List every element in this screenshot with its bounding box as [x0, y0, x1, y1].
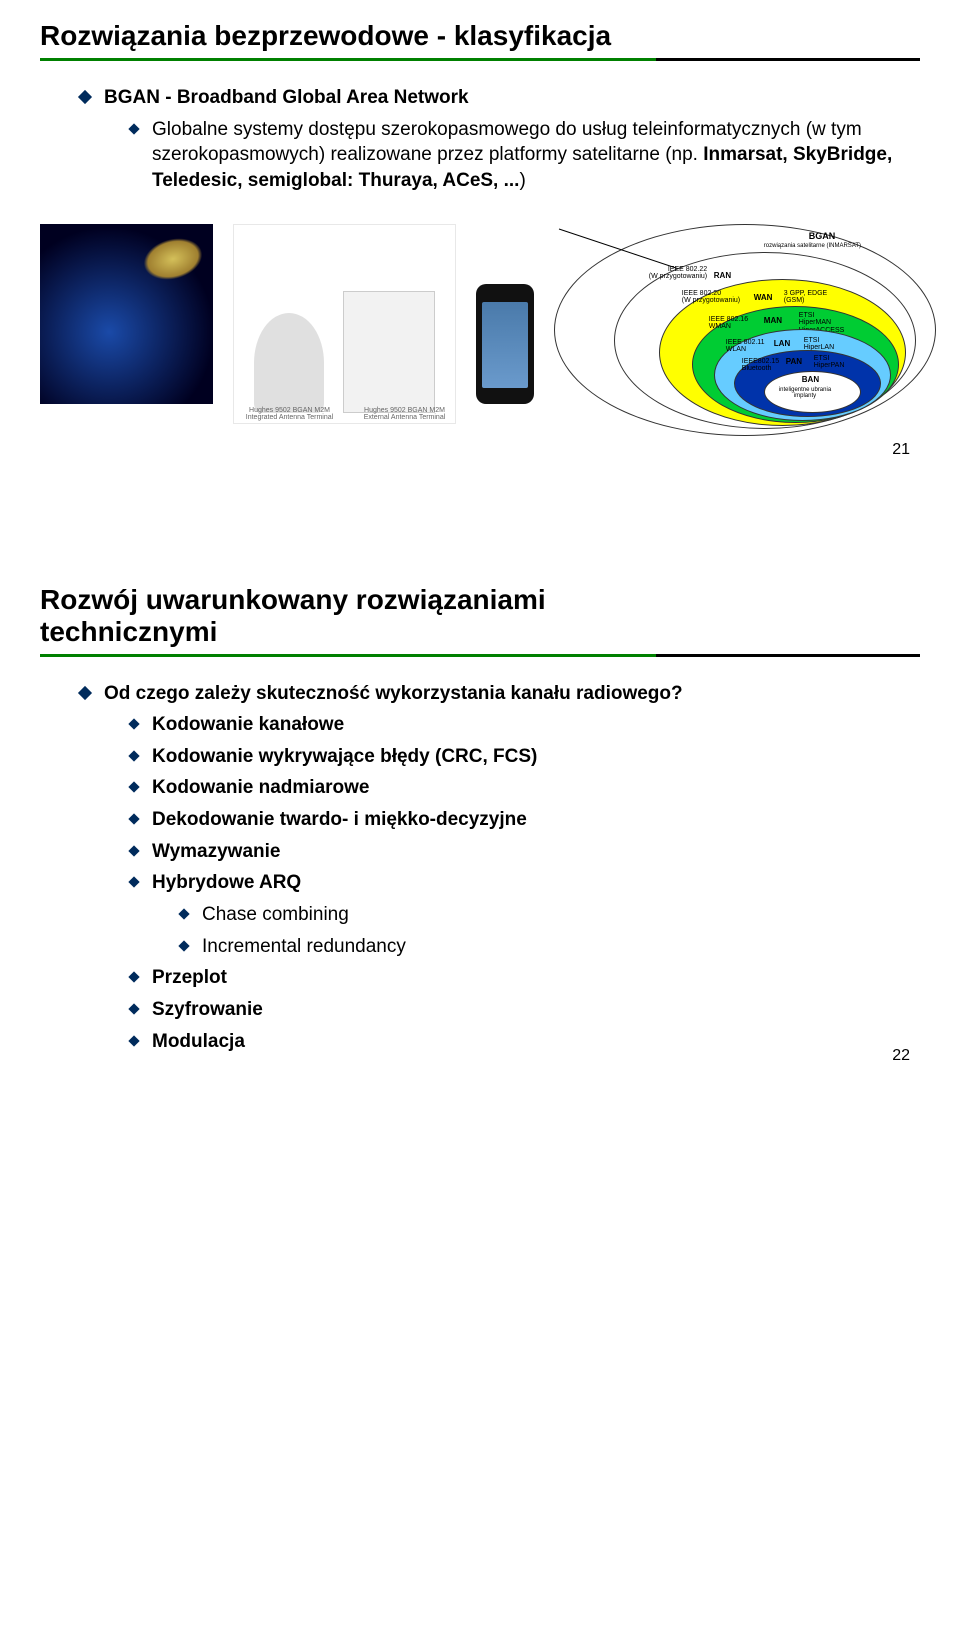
label-wan-l: IEEE 802.20(W przygotowaniu) — [682, 290, 740, 305]
label-ban-sub: inteligentne ubraniaimplanty — [779, 387, 831, 400]
diamond-icon — [128, 782, 139, 793]
label-ran-l: IEEE 802.22(W przygotowaniu) — [649, 266, 707, 281]
diamond-icon — [78, 685, 92, 699]
diamond-icon — [128, 845, 139, 856]
label-wan: WAN — [754, 294, 773, 303]
diamond-icon — [128, 123, 139, 134]
bullet-text: Modulacja — [152, 1029, 245, 1055]
bgan-text: BGAN - Broadband Global Area Network — [104, 85, 469, 111]
slide1-title: Rozwiązania bezprzewodowe - klasyfikacja — [40, 20, 920, 52]
terminal-product-image: Hughes 9502 BGAN M2MIntegrated Antenna T… — [233, 224, 455, 424]
slide-2: Rozwój uwarunkowany rozwiązaniami techni… — [20, 564, 940, 1071]
title-rule — [40, 58, 920, 61]
bullet-question: Od czego zależy skuteczność wykorzystani… — [80, 681, 920, 707]
dish-antenna — [254, 313, 324, 413]
bullet-text: Incremental redundancy — [202, 934, 406, 960]
bullet-text: Przeplot — [152, 965, 227, 991]
bullet-bgan: BGAN - Broadband Global Area Network — [80, 85, 920, 111]
bullet-item: Wymazywanie — [130, 839, 920, 865]
bullet-text: Kodowanie nadmiarowe — [152, 775, 369, 801]
image-row: Hughes 9502 BGAN M2MIntegrated Antenna T… — [40, 224, 920, 454]
diamond-icon — [128, 972, 139, 983]
bullet-item: Kodowanie kanałowe — [130, 712, 920, 738]
bullet-text: Szyfrowanie — [152, 997, 263, 1023]
title-rule — [40, 654, 920, 657]
bullet-text: Wymazywanie — [152, 839, 280, 865]
label-lan-l: IEEE 802.11WLAN — [726, 339, 765, 354]
bgan-desc: Globalne systemy dostępu szerokopasmoweg… — [152, 117, 920, 194]
label-pan-l: IEEE802.15Bluetooth — [742, 358, 779, 373]
label-ban: BAN — [802, 376, 819, 385]
bullet-item: Szyfrowanie — [130, 997, 920, 1023]
bullet-item: Hybrydowe ARQ — [130, 870, 920, 896]
slide-number: 22 — [892, 1047, 910, 1065]
slide2-title: Rozwój uwarunkowany rozwiązaniami techni… — [40, 584, 920, 648]
diamond-icon — [178, 940, 189, 951]
bullet-desc: Globalne systemy dostępu szerokopasmoweg… — [130, 117, 920, 194]
bullet-item: Kodowanie wykrywające błędy (CRC, FCS) — [130, 744, 920, 770]
diamond-icon — [128, 877, 139, 888]
bullet-text: Chase combining — [202, 902, 349, 928]
bullet-text: Kodowanie wykrywające błędy (CRC, FCS) — [152, 744, 537, 770]
bullet-item: Dekodowanie twardo- i miękko-decyzyjne — [130, 807, 920, 833]
bullet-item: Modulacja — [130, 1029, 920, 1055]
network-ovals-diagram: BGAN rozwiązania satelitarne (INMARSAT) … — [554, 224, 920, 454]
diamond-icon — [128, 719, 139, 730]
question-text: Od czego zależy skuteczność wykorzystani… — [104, 681, 683, 707]
label-lan: LAN — [774, 340, 790, 349]
label-man: MAN — [764, 317, 782, 326]
slide-1: Rozwiązania bezprzewodowe - klasyfikacja… — [20, 0, 940, 464]
terminal-label-2: Hughes 9502 BGAN M2MExternal Antenna Ter… — [354, 407, 454, 421]
bullet-text: Kodowanie kanałowe — [152, 712, 344, 738]
label-wan-rr: 3 GPP, EDGE(GSM) — [784, 290, 827, 305]
slide1-bullets: BGAN - Broadband Global Area Network Glo… — [80, 85, 920, 194]
label-man-l: IEEE 802.16WMAN — [709, 316, 748, 331]
label-pan-rr: ETSIHiperPAN — [814, 355, 845, 370]
bullet-text: Dekodowanie twardo- i miękko-decyzyjne — [152, 807, 527, 833]
bullet-item: Kodowanie nadmiarowe — [130, 775, 920, 801]
panel-antenna — [343, 291, 435, 413]
bullet-item: Incremental redundancy — [180, 934, 920, 960]
diamond-icon — [128, 813, 139, 824]
diamond-icon — [128, 1003, 139, 1014]
diamond-icon — [78, 90, 92, 104]
diamond-icon — [128, 1035, 139, 1046]
diamond-icon — [128, 750, 139, 761]
terminal-label-1: Hughes 9502 BGAN M2MIntegrated Antenna T… — [239, 407, 339, 421]
bullet-item: Przeplot — [130, 965, 920, 991]
smartphone-image — [476, 284, 534, 404]
slide2-bullets: Od czego zależy skuteczność wykorzystani… — [80, 681, 920, 1055]
label-pan: PAN — [786, 358, 802, 367]
bullet-item: Chase combining — [180, 902, 920, 928]
label-ran: RAN — [714, 272, 731, 281]
diamond-icon — [178, 908, 189, 919]
bullet-text: Hybrydowe ARQ — [152, 870, 301, 896]
satellite-earth-image — [40, 224, 213, 404]
slide-number: 21 — [892, 441, 910, 459]
